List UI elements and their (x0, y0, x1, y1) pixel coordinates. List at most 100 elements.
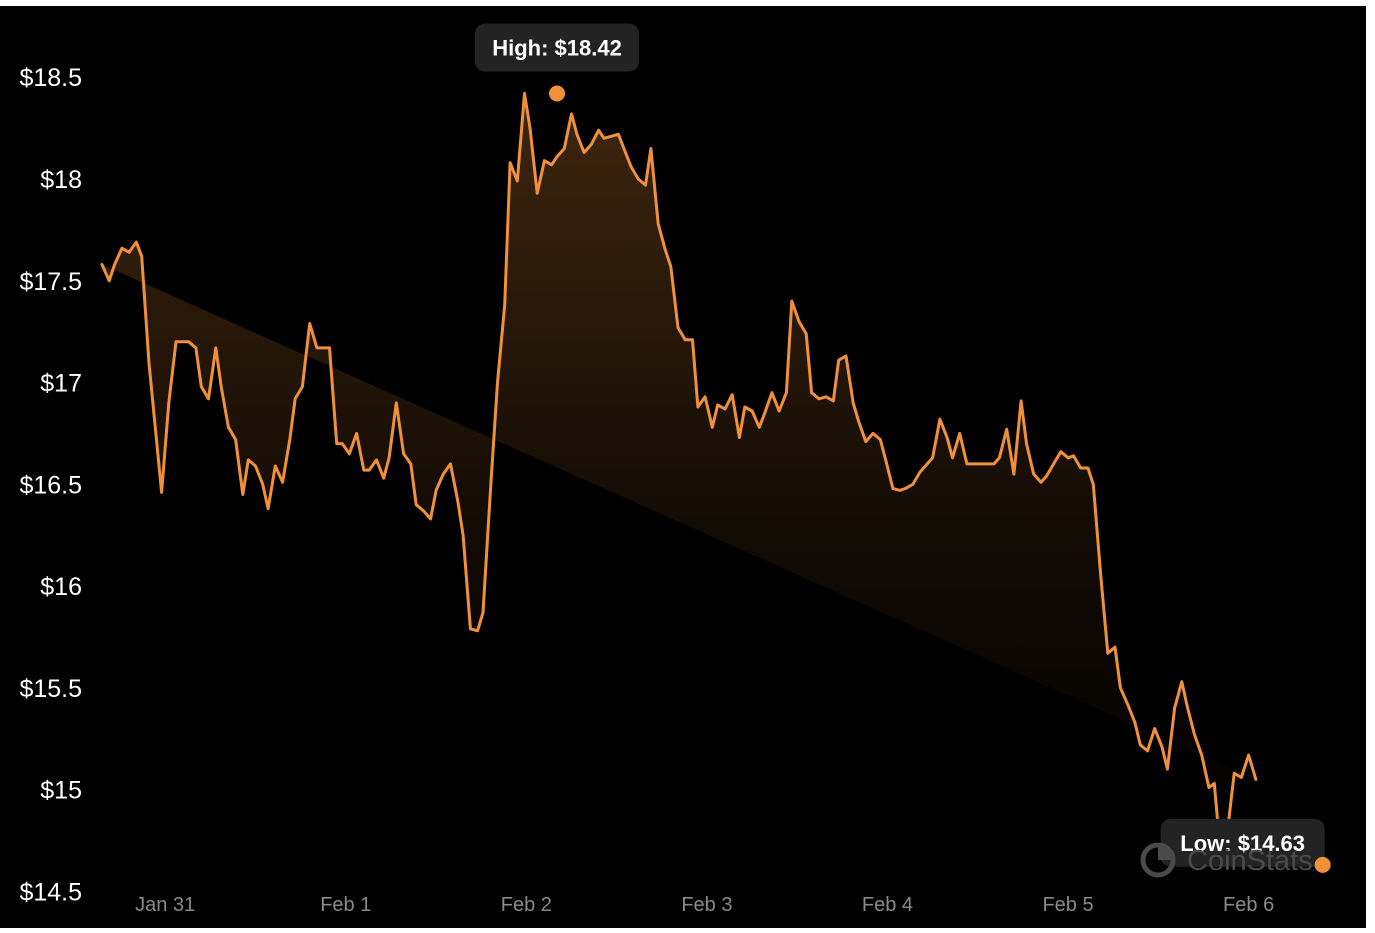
price-point (904, 487, 907, 490)
price-point (469, 627, 472, 630)
price-point (993, 462, 996, 465)
price-point (805, 332, 808, 335)
price-point (362, 469, 365, 472)
price-point (1280, 6, 1283, 8)
y-tick-label: $15.5 (19, 675, 82, 703)
price-point (758, 426, 761, 429)
price-point (751, 410, 754, 413)
price-point (1294, 6, 1297, 8)
price-point (523, 92, 526, 95)
price-point (1106, 652, 1109, 655)
price-point (763, 412, 766, 415)
price-point (684, 338, 687, 341)
price-point (214, 346, 217, 349)
price-point (368, 469, 371, 472)
callout-label: High: $18.42 (492, 36, 622, 61)
price-point (220, 385, 223, 388)
price-point (931, 456, 934, 459)
price-point (1327, 6, 1330, 8)
price-point (946, 436, 949, 439)
price-point (1314, 6, 1317, 8)
price-point (140, 255, 143, 258)
price-point (785, 391, 788, 394)
price-point (496, 381, 499, 384)
price-point (911, 483, 914, 486)
price-point (798, 320, 801, 323)
price-point (1052, 462, 1055, 465)
price-point (1307, 6, 1310, 8)
price-point (281, 481, 284, 484)
price-point (227, 426, 230, 429)
price-point (160, 491, 163, 494)
price-point (315, 346, 318, 349)
price-point (716, 403, 719, 406)
price-point (637, 178, 640, 181)
price-point (1354, 6, 1357, 8)
price-point (951, 456, 954, 459)
price-point (101, 263, 104, 266)
price-point (175, 340, 178, 343)
price-point (462, 534, 465, 537)
price-point (135, 241, 138, 244)
price-point (825, 395, 828, 398)
y-axis-ticks: $18.5 $18 $17.5 $17 $16.5 $16 $15.5 $15 $14.5 (19, 64, 82, 906)
price-point (476, 629, 479, 632)
price-point (375, 458, 378, 461)
price-point (254, 465, 257, 468)
price-point (1346, 6, 1349, 8)
price-point (575, 133, 578, 136)
price-point (1153, 727, 1156, 730)
price-point (556, 155, 559, 158)
price-point (622, 147, 625, 150)
price-point (529, 127, 532, 130)
price-point (1173, 707, 1176, 710)
price-point (810, 391, 813, 394)
price-point (879, 438, 882, 441)
price-area-fill (102, 93, 1256, 865)
price-point (1233, 772, 1236, 775)
price-point (1341, 6, 1344, 8)
price-chart[interactable]: $18.5 $18 $17.5 $17 $16.5 $16 $15.5 $15 $14.5 Ja… (0, 6, 1366, 928)
price-point (563, 147, 566, 150)
price-point (301, 385, 304, 388)
callout-box (1160, 818, 1325, 867)
price-point (770, 391, 773, 394)
price-point (899, 489, 902, 492)
price-point (402, 452, 405, 455)
price-point (1059, 450, 1062, 453)
price-point (543, 159, 546, 162)
price-point (1287, 6, 1290, 8)
y-tick-label: $15 (40, 777, 82, 805)
price-point (422, 509, 425, 512)
coinstats-watermark: CoinStats (1140, 842, 1313, 878)
price-point (884, 458, 887, 461)
price-point (704, 395, 707, 398)
y-tick-label: $16.5 (19, 471, 82, 499)
price-point (590, 143, 593, 146)
y-tick-label: $14.5 (19, 878, 82, 906)
price-point (1072, 454, 1075, 457)
price-point (817, 397, 820, 400)
price-point (837, 359, 840, 362)
price-point (388, 456, 391, 459)
low-callout: Low: $14.63 (1160, 818, 1331, 873)
price-point (857, 420, 860, 423)
price-point (790, 300, 793, 303)
price-point (610, 135, 613, 138)
price-point (1247, 754, 1250, 757)
price-point (241, 493, 244, 496)
price-point (985, 462, 988, 465)
price-point (1301, 6, 1304, 8)
y-tick-label: $18 (40, 166, 82, 194)
price-point (187, 340, 190, 343)
price-point (1321, 6, 1324, 8)
price-point (1334, 6, 1337, 8)
y-tick-label: $17.5 (19, 268, 82, 296)
price-point (630, 165, 633, 168)
price-point (644, 184, 647, 187)
price-point (341, 442, 344, 445)
price-point (852, 401, 855, 404)
price-point (128, 251, 131, 254)
price-point (1045, 475, 1048, 478)
price-point (267, 507, 270, 510)
